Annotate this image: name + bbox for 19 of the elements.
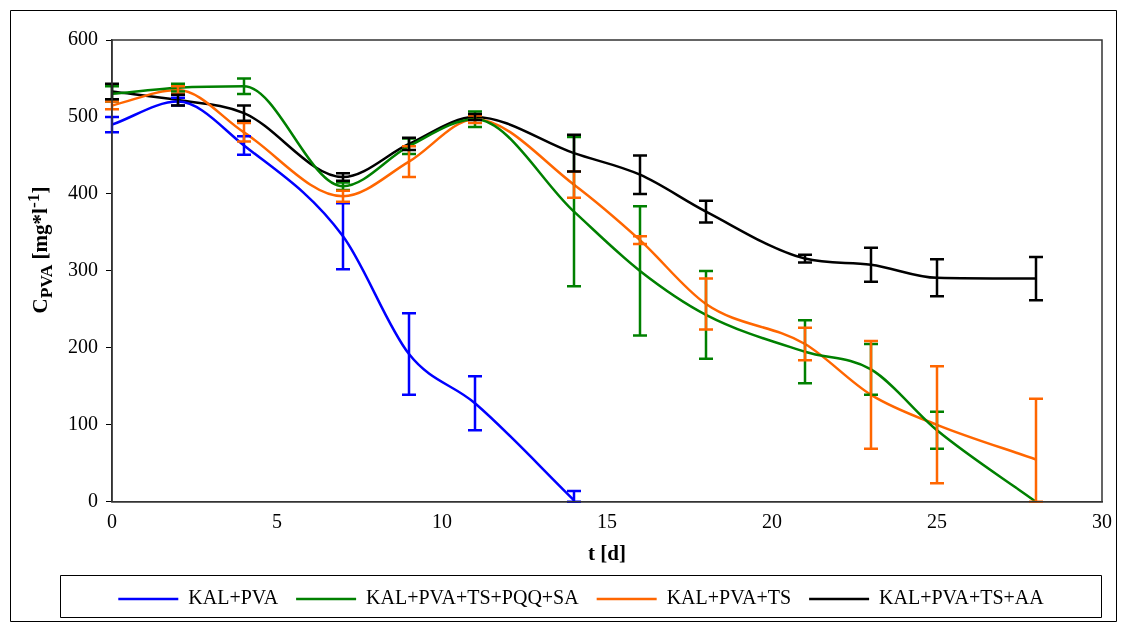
- legend-label: KAL+PVA: [188, 586, 279, 609]
- y-tick-label: 200: [68, 335, 98, 358]
- x-tick-label: 25: [927, 510, 947, 533]
- x-tick-label: 5: [272, 510, 282, 533]
- legend-label: KAL+PVA+TS+AA: [879, 586, 1045, 609]
- y-tick-label: 100: [68, 412, 98, 435]
- x-axis-title: t [d]: [588, 540, 626, 565]
- y-tick-label: 500: [68, 104, 98, 127]
- x-tick-label: 20: [762, 510, 782, 533]
- x-tick-label: 30: [1092, 510, 1112, 533]
- x-tick-label: 15: [597, 510, 617, 533]
- legend-label: KAL+PVA+TS: [666, 586, 792, 609]
- legend-label: KAL+PVA+TS+PQQ+SA: [366, 586, 580, 609]
- y-tick-label: 400: [68, 181, 98, 204]
- y-tick-label: 0: [88, 489, 98, 512]
- y-tick-label: 600: [68, 27, 98, 50]
- x-tick-label: 10: [432, 510, 452, 533]
- y-tick-label: 300: [68, 258, 98, 281]
- x-tick-label: 0: [107, 510, 117, 533]
